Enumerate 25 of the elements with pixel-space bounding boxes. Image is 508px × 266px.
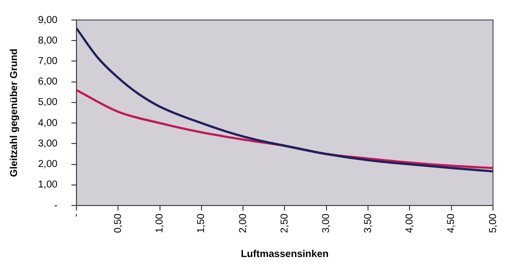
y-tick-label: 6,00: [38, 76, 58, 88]
y-tick-label: 5,00: [38, 97, 58, 108]
x-tick-label: 1,50: [196, 213, 208, 234]
y-tick-label: 2,00: [38, 159, 58, 170]
x-tick-label: 3,50: [362, 213, 374, 234]
x-tick-label: 3,00: [321, 213, 332, 234]
x-tick-label: 2,00: [238, 213, 249, 234]
y-axis-title: Gleitzahl gegenüber Grund: [8, 48, 20, 177]
x-tick-label: 4,50: [446, 213, 458, 234]
x-tick-label: 4,00: [404, 213, 416, 234]
y-tick-label: 8,00: [38, 35, 58, 46]
y-tick-label: 7,00: [38, 56, 58, 67]
line-series: [76, 27, 493, 172]
x-tick-label: -: [71, 214, 82, 217]
x-tick-label: 1,00: [154, 213, 166, 234]
x-tick-label: 0,50: [112, 213, 124, 234]
y-tick-label: -: [54, 200, 58, 212]
x-axis-title: Luftmassensinken: [240, 248, 329, 260]
x-tick-label: 2,50: [279, 213, 290, 234]
y-tick-label: 4,00: [38, 118, 58, 129]
y-tick-label: 9,00: [38, 14, 58, 26]
x-tick-label: 5,00: [488, 213, 499, 234]
y-tick-label: 3,00: [38, 138, 58, 150]
y-tick-label: 1,00: [38, 180, 58, 191]
line-series: [76, 88, 493, 170]
